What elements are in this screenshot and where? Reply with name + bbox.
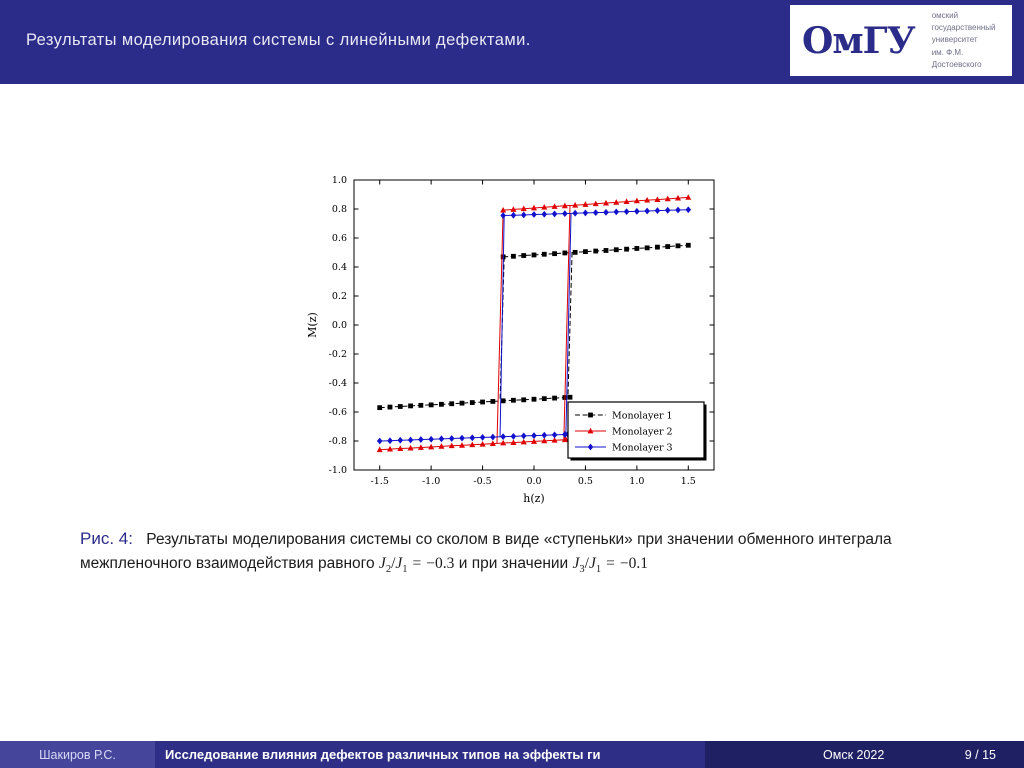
footer-right: Омск 2022 9 / 15 [705,741,1024,768]
svg-text:-1.0: -1.0 [329,465,347,476]
math-slash: / [391,554,396,572]
math-symbol: J [395,554,403,572]
math-value: −0.3 [426,554,455,572]
math-subscript: 2 [385,563,392,575]
math-symbol: J [378,554,386,572]
svg-text:Monolayer 2: Monolayer 2 [612,426,673,437]
footer-author: Шакиров Р.С. [0,741,155,768]
svg-text:h(z): h(z) [523,492,544,505]
footer-venue: Омск 2022 [823,747,885,762]
figure-caption: Рис. 4: Результаты моделирования системы… [80,526,960,577]
svg-text:0.0: 0.0 [332,320,347,331]
math-symbol: J [588,554,596,572]
svg-text:Monolayer 3: Monolayer 3 [612,442,673,453]
university-name-line: государственный [931,22,996,32]
svg-text:1.0: 1.0 [629,476,644,487]
svg-text:M(z): M(z) [306,312,319,338]
svg-text:-0.2: -0.2 [329,349,347,360]
svg-text:0.6: 0.6 [332,233,347,244]
hysteresis-chart: -1.5 -1.0 -0.5 0.0 0.5 1.0 1.5 -1.0 -0.8 -0.6 -0.4… [306,175,715,505]
math-symbol: J [572,554,580,572]
svg-text:-0.8: -0.8 [329,436,347,447]
svg-text:0.2: 0.2 [332,291,347,302]
university-name-line: им. Ф.М. Достоевского [931,47,982,70]
math-j3-over-j1: J3/J1 = −0.1 [572,554,649,575]
math-equals: = [606,554,615,572]
footer-talk-title: Исследование влияния дефектов различных … [155,741,705,768]
svg-text:-0.4: -0.4 [329,378,347,389]
math-subscript: 1 [402,563,408,575]
university-name: омский государственный университет им. Ф… [924,10,1004,72]
figure-caption-text-2: и при значении [458,554,569,572]
svg-text:-0.5: -0.5 [473,476,491,487]
omsu-logo-icon: ОмГУ [802,19,916,62]
figure-caption-text-1: Результаты моделирования системы со скол… [80,531,892,572]
svg-text:Monolayer 1: Monolayer 1 [612,410,673,421]
svg-text:-1.0: -1.0 [422,476,440,487]
math-slash: / [584,554,589,572]
svg-text:0.5: 0.5 [578,476,593,487]
footer-page-indicator: 9 / 15 [964,747,996,762]
footer: Шакиров Р.С. Исследование влияния дефект… [0,741,1024,768]
math-subscript: 3 [579,563,585,575]
figure: -1.5 -1.0 -0.5 0.0 0.5 1.0 1.5 -1.0 -0.8 -0.6 -0.4… [0,166,1024,511]
svg-text:-0.6: -0.6 [329,407,347,418]
svg-text:1.0: 1.0 [332,175,347,186]
university-name-line: университет [931,35,978,45]
university-logo: ОмГУ омский государственный университет … [790,5,1012,76]
svg-text:0.8: 0.8 [332,204,347,215]
svg-text:-1.5: -1.5 [371,476,389,487]
university-name-line: омский [931,10,959,20]
svg-text:0.4: 0.4 [332,262,347,273]
math-equals: = [412,554,422,572]
svg-text:1.5: 1.5 [681,476,696,487]
figure-caption-label: Рис. 4: [80,529,133,548]
slide-title: Результаты моделирования системы с линей… [26,31,531,49]
svg-text:0.0: 0.0 [526,476,541,487]
math-subscript: 1 [595,563,602,575]
math-j2-over-j1: J2/J1 = −0.3 [378,554,455,575]
math-value: −0.1 [619,554,649,572]
